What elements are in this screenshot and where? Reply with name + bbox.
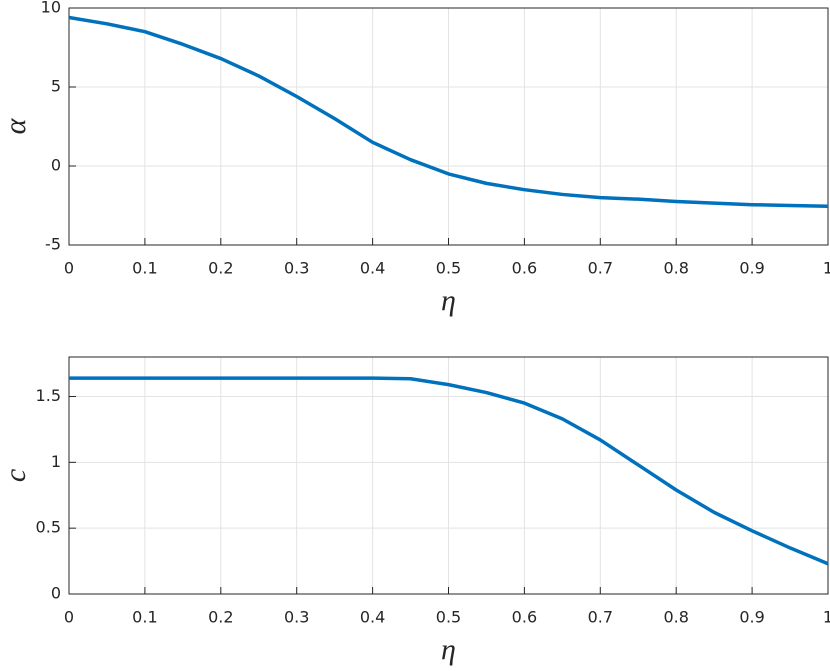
x-tick-label: 0.2 (208, 259, 233, 278)
x-tick-label: 0 (64, 259, 74, 278)
x-tick-label: 0.8 (663, 608, 688, 627)
x-tick-label: 0.5 (436, 259, 461, 278)
y-tick-label: 0.5 (36, 518, 61, 537)
x-tick-label: 0.1 (132, 259, 157, 278)
data-line (68, 15, 829, 209)
x-tick-label: 0.9 (739, 608, 764, 627)
x-tick-label: 1 (823, 608, 830, 627)
y-tick-label: -5 (45, 235, 61, 254)
y-tick-label: 0 (51, 584, 61, 603)
y-axis-label: α (0, 117, 32, 134)
x-tick-label: 0 (64, 608, 74, 627)
x-tick-label: 0.6 (512, 259, 537, 278)
y-axis-label: c (0, 469, 32, 482)
y-tick-label: 5 (51, 77, 61, 96)
y-tick-label: 0 (51, 156, 61, 175)
x-tick-label: 0.3 (284, 608, 309, 627)
x-axis-label: η (441, 284, 456, 317)
x-tick-label: 0.4 (360, 259, 385, 278)
x-tick-label: 0.4 (360, 608, 385, 627)
y-tick-label: 1 (51, 452, 61, 471)
x-tick-label: 0.7 (588, 608, 613, 627)
x-tick-label: 0.7 (588, 259, 613, 278)
x-tick-label: 0.6 (512, 608, 537, 627)
x-tick-label: 0.3 (284, 259, 309, 278)
x-tick-label: 1 (823, 259, 830, 278)
y-tick-label: 1.5 (36, 386, 61, 405)
x-tick-label: 0.9 (739, 259, 764, 278)
x-tick-label: 0.1 (132, 608, 157, 627)
x-tick-label: 0.2 (208, 608, 233, 627)
x-axis-label: η (441, 633, 456, 666)
axes-box (68, 356, 829, 595)
data-line (69, 376, 829, 566)
y-tick-label: 10 (41, 0, 61, 17)
axes-box (68, 7, 829, 246)
x-tick-label: 0.8 (663, 259, 688, 278)
x-tick-label: 0.5 (436, 608, 461, 627)
